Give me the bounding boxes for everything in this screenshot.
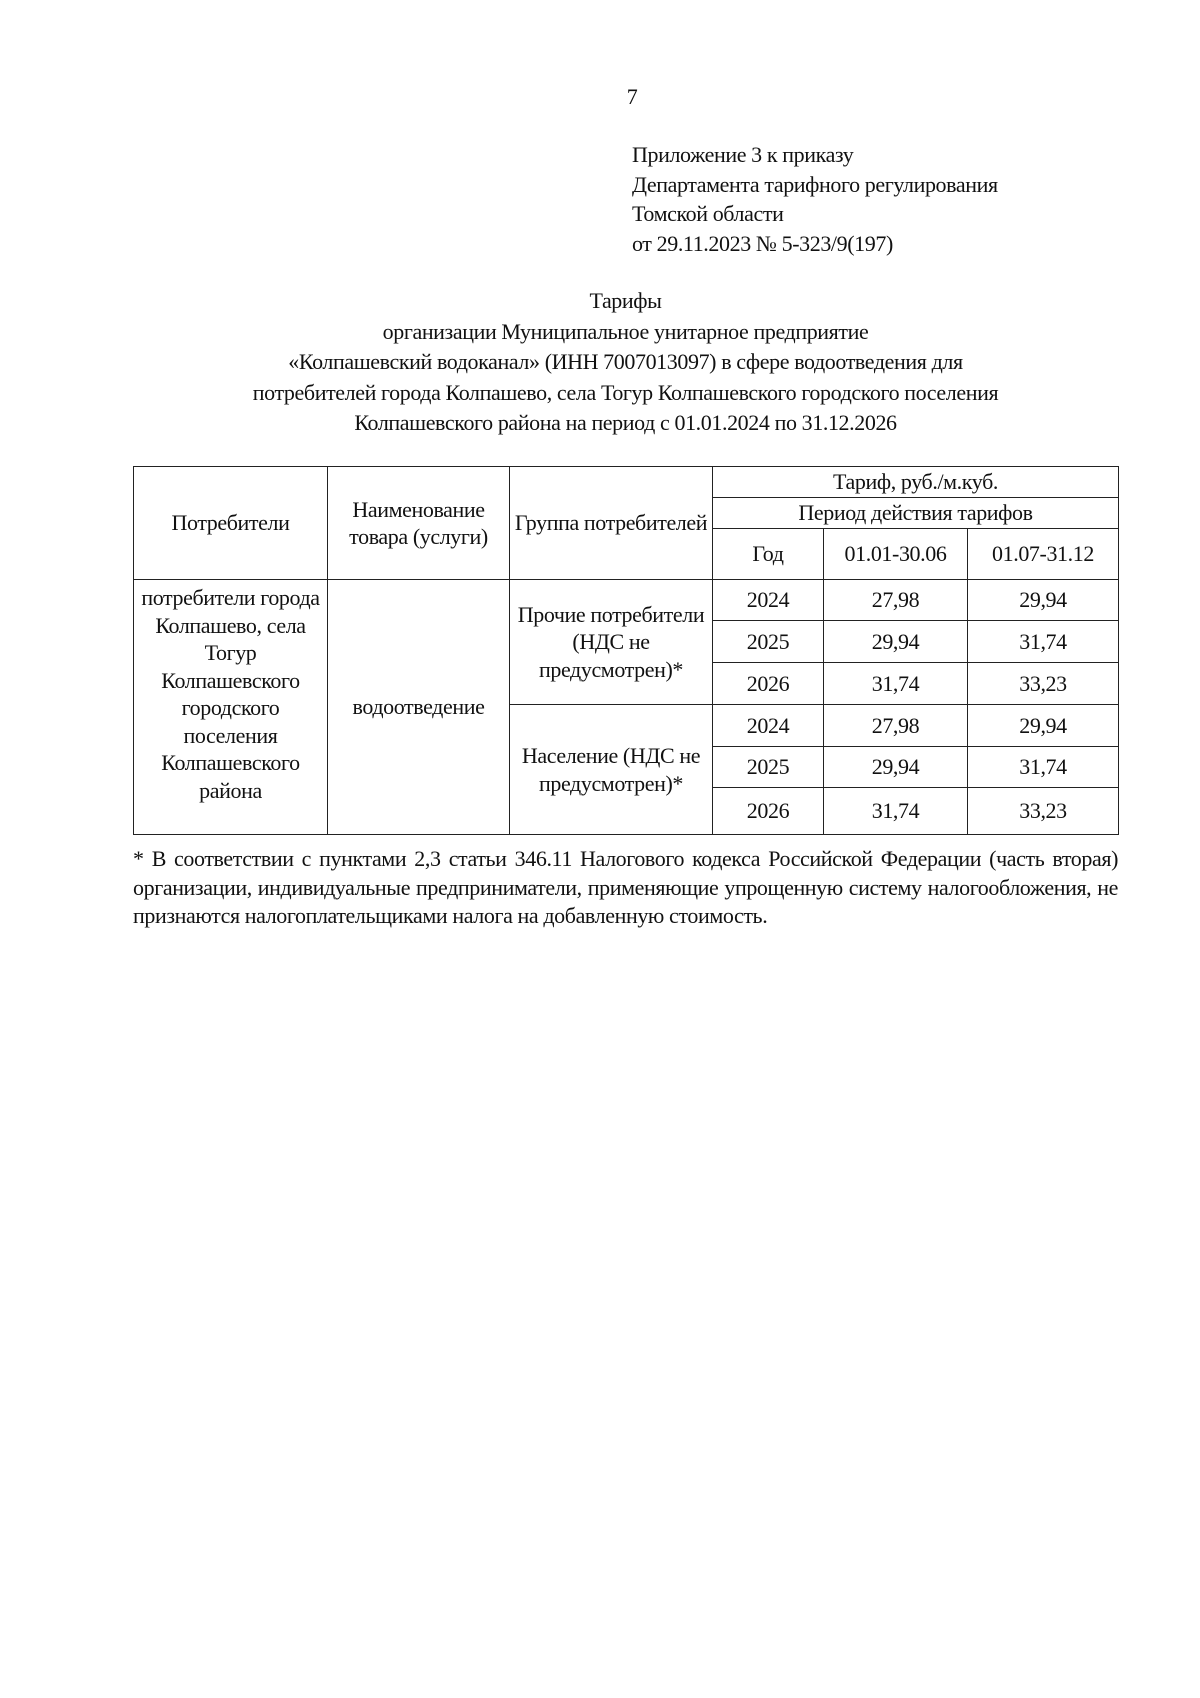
year-cell: 2026 (712, 662, 824, 705)
tariff-table: Потребители Наименование товара (услуги)… (133, 466, 1120, 835)
tariff-h2-cell: 31,74 (966, 746, 1120, 788)
tariff-h2-cell: 29,94 (966, 579, 1120, 621)
consumers-cell: потребители города Колпашево, села Тогур… (133, 579, 328, 835)
appendix-reference: Приложение 3 к приказу Департамента тари… (632, 140, 998, 258)
group-cell: Прочие потребители (НДС не предусмотрен)… (509, 579, 713, 705)
tariff-h2-cell: 31,74 (966, 620, 1120, 663)
header-group: Группа потребителей (509, 466, 713, 580)
header-row: Потребители Наименование товара (услуги)… (133, 466, 1120, 580)
year-cell: 2026 (712, 787, 824, 835)
document-title: Тарифы организации Муниципальное унитарн… (133, 286, 1118, 439)
header-half2: 01.07-31.12 (966, 528, 1120, 580)
table-row: потребители города Колпашево, села Тогур… (133, 579, 1120, 835)
title-line: организации Муниципальное унитарное пред… (382, 318, 869, 344)
page-number: 7 (626, 84, 638, 109)
table-row: 2026 31,74 33,23 (134, 787, 1120, 835)
header-period: Период действия тарифов (711, 497, 1120, 529)
header-service-name: Наименование товара (услуги) (327, 466, 510, 580)
appendix-line: Приложение 3 к приказу (632, 142, 854, 167)
title-line: «Колпашевский водоканал» (ИНН 7007013097… (288, 349, 963, 374)
header-year: Год (712, 528, 824, 580)
tariff-h1-cell: 29,94 (823, 746, 968, 788)
tariff-h1-cell: 31,74 (823, 662, 968, 705)
title-line: Колпашевского района на период с 01.01.2… (354, 410, 897, 435)
header-tariff: Тариф, руб./м.куб. (711, 466, 1120, 498)
table-row: 2026 31,74 33,23 (134, 662, 1120, 705)
header-half1: 01.01-30.06 (823, 528, 968, 580)
year-cell: 2024 (712, 579, 824, 621)
table-row: 2025 29,94 31,74 (134, 746, 1120, 788)
tariff-h1-cell: 27,98 (823, 704, 968, 747)
year-cell: 2024 (712, 704, 824, 747)
service-cell: водоотведение (327, 579, 510, 835)
tariff-h2-cell: 33,23 (966, 662, 1120, 705)
tariff-h1-cell: 31,74 (823, 787, 968, 835)
footnote: * В соответствии с пунктами 2,3 статьи 3… (133, 846, 1118, 928)
group-cell: Население (НДС не предусмотрен)* (509, 704, 713, 835)
appendix-line: Томской области (632, 201, 784, 226)
tariff-h2-cell: 33,23 (966, 787, 1120, 835)
title-heading: Тарифы (589, 288, 662, 313)
tariff-h2-cell: 29,94 (966, 704, 1120, 747)
title-line: потребителей города Колпашево, села Тогу… (252, 379, 999, 405)
tariff-h1-cell: 29,94 (823, 620, 968, 663)
year-cell: 2025 (712, 620, 824, 663)
table-row: Население (НДС не предусмотрен)* 2024 27… (134, 704, 1120, 835)
tariff-h1-cell: 27,98 (823, 579, 968, 621)
appendix-line: от 29.11.2023 № 5-323/9(197) (632, 230, 893, 256)
year-cell: 2025 (712, 746, 824, 788)
header-consumers: Потребители (133, 466, 328, 580)
header-row: Период действия тарифов (134, 497, 1120, 529)
appendix-line: Департамента тарифного регулирования (632, 171, 998, 197)
